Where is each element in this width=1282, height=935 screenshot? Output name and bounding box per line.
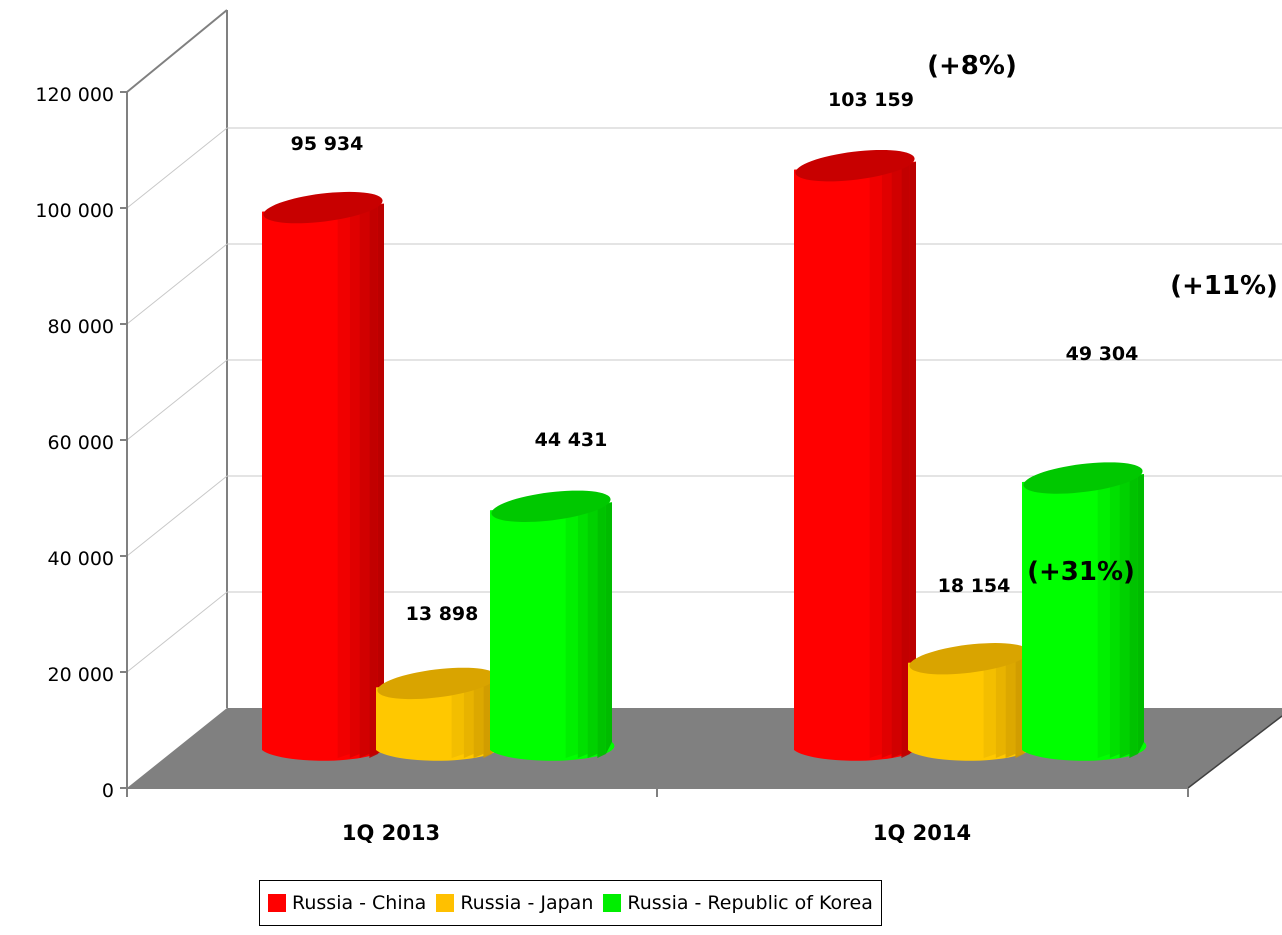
bar-korea-2014 <box>1022 462 1147 761</box>
bar-shade <box>983 656 996 758</box>
x-category-labels: 1Q 2013 1Q 2014 <box>342 821 971 845</box>
bar-top <box>263 191 383 224</box>
bar-shade <box>369 205 378 759</box>
data-label-japan-2014: 18 154 <box>938 575 1011 597</box>
y-tick-label: 120 000 <box>35 84 114 106</box>
y-tick-label: 20 000 <box>48 664 114 686</box>
bar-shade <box>1097 476 1110 758</box>
bar-top <box>377 667 497 700</box>
bar-japan-2014 <box>908 643 1033 761</box>
data-label-japan-2013: 13 898 <box>406 603 479 625</box>
y-tick-label: 60 000 <box>48 432 114 454</box>
bar-shade <box>359 205 370 759</box>
gridline-diagonal <box>126 475 228 557</box>
legend-label: Russia - Japan <box>460 892 594 914</box>
floor-edge <box>1187 715 1282 789</box>
bar-shade <box>565 504 578 758</box>
bar-shade <box>483 681 492 758</box>
bar-shade <box>597 504 606 758</box>
data-label-china-2014: 103 159 <box>828 89 914 111</box>
bar-shade <box>605 502 612 754</box>
legend: Russia - China Russia - Japan Russia - R… <box>259 880 882 926</box>
gridlines <box>126 127 1282 673</box>
bar-top <box>491 490 611 523</box>
bar-shade <box>577 504 588 758</box>
bar-shade <box>337 205 350 759</box>
x-category-label: 1Q 2013 <box>342 821 440 845</box>
bar-shade <box>1005 656 1016 758</box>
data-label-korea-2013: 44 431 <box>535 429 608 451</box>
legend-swatch <box>436 894 455 912</box>
bar-shade <box>451 681 464 758</box>
bar-shade <box>909 161 916 754</box>
bar-shade <box>891 163 902 758</box>
bar-china-2014 <box>794 149 919 761</box>
bar-shade <box>349 205 360 759</box>
x-category-label: 1Q 2014 <box>873 821 971 845</box>
legend-swatch <box>603 894 622 912</box>
bar-china-2013 <box>262 191 387 761</box>
bar-shade <box>1109 476 1120 758</box>
bar-shade <box>473 681 484 758</box>
y-tick-labels: 0 20 000 40 000 60 000 80 000 100 000 12… <box>35 84 114 802</box>
bar-shade <box>995 656 1006 758</box>
axes <box>120 91 1189 797</box>
legend-item-korea: Russia - Republic of Korea <box>603 892 873 914</box>
annotation-korea-change: (+11%) <box>1170 271 1278 301</box>
bar-top <box>795 149 915 182</box>
bar-shade <box>1137 474 1144 754</box>
bar-shade <box>463 681 474 758</box>
bars <box>262 149 1147 761</box>
chart-walls <box>126 9 228 708</box>
y-tick-label: 80 000 <box>48 316 114 338</box>
gridline-diagonal <box>126 243 228 325</box>
side-wall-top-edge <box>126 9 228 93</box>
bar-shade <box>587 504 598 758</box>
bar-shade <box>869 163 882 758</box>
gridline-diagonal <box>126 359 228 441</box>
data-label-korea-2014: 49 304 <box>1066 343 1139 365</box>
bar-shade <box>1119 476 1130 758</box>
gridline-diagonal <box>126 127 228 209</box>
legend-item-japan: Russia - Japan <box>436 892 593 914</box>
annotation-china-change: (+8%) <box>927 51 1017 81</box>
y-tick-label: 40 000 <box>48 548 114 570</box>
bar-shade <box>1129 476 1138 758</box>
bar-shade <box>881 163 892 758</box>
legend-item-china: Russia - China <box>268 892 426 914</box>
legend-swatch <box>268 894 286 912</box>
annotation-japan-change: (+31%) <box>1027 557 1135 587</box>
bar-top <box>1023 462 1143 494</box>
bar-korea-2013 <box>490 490 615 761</box>
legend-label: Russia - China <box>292 892 427 914</box>
legend-label: Russia - Republic of Korea <box>627 892 873 914</box>
bar-shade <box>1015 656 1024 758</box>
bar-top <box>909 643 1029 675</box>
change-annotations: (+8%) (+31%) (+11%) <box>927 51 1278 587</box>
data-labels: 95 934 13 898 44 431 103 159 18 154 49 3… <box>291 89 1139 625</box>
bar-shade <box>377 203 384 755</box>
gridline-diagonal <box>126 591 228 673</box>
data-label-china-2013: 95 934 <box>291 133 364 155</box>
y-tick-label: 100 000 <box>35 200 114 222</box>
y-tick-label: 0 <box>102 780 114 802</box>
bar-japan-2013 <box>376 667 501 761</box>
bar-shade <box>901 163 910 758</box>
